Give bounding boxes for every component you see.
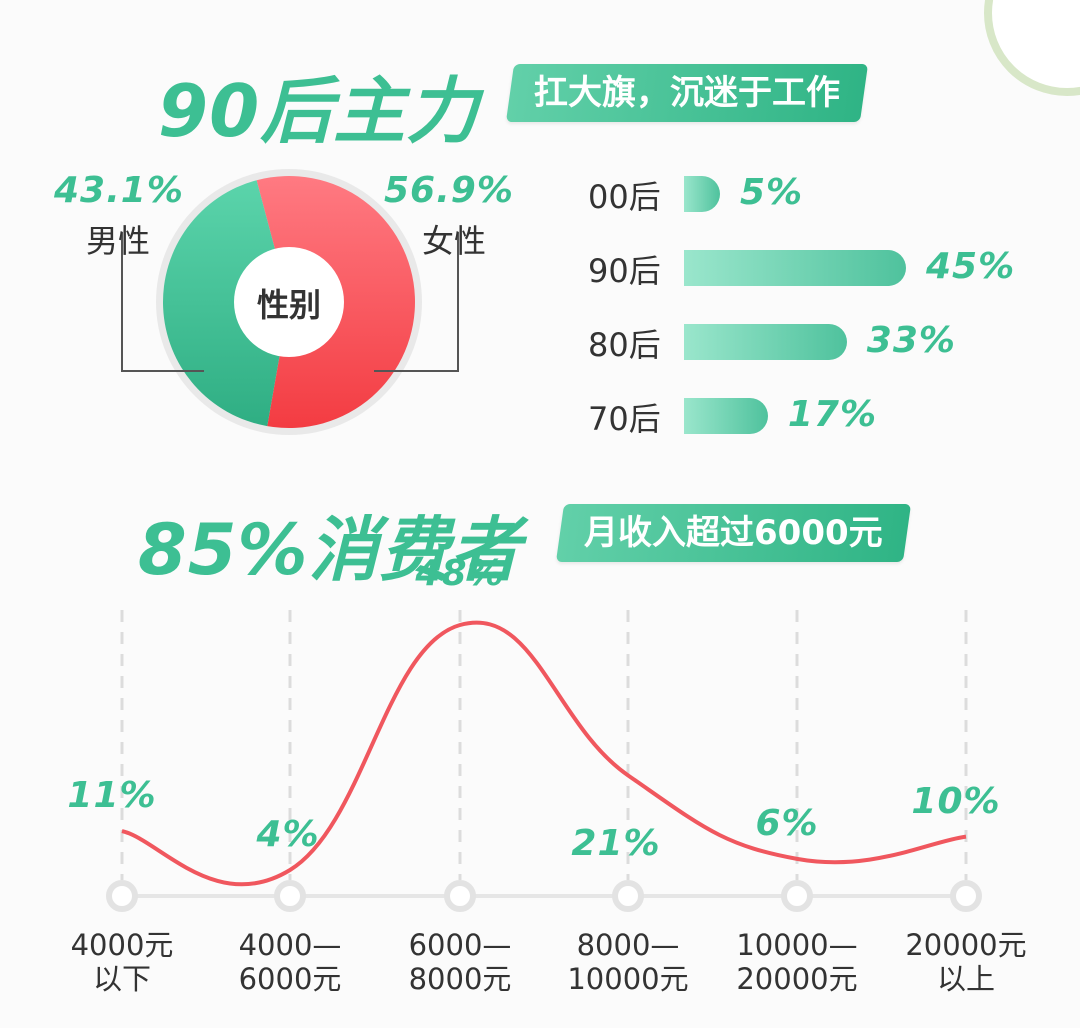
donut-hole [234,247,344,357]
income-tick-line: 4000— [238,928,342,962]
age-label: 00后 [588,178,661,216]
income-value-label: 10% [911,780,1001,822]
axis-dot [274,880,306,912]
age-bar [684,324,847,360]
age-pct: 5% [740,172,804,213]
income-value-label: 21% [571,823,661,865]
income-tick-line: 6000元 [238,962,342,996]
income-tick-line: 以下 [92,962,151,996]
age-bar [684,398,768,434]
income-value-label: 11% [67,775,157,817]
income-value-label: 6% [755,802,819,844]
income-tick-label: 6000— 8000元 [385,928,535,996]
income-tick-line: 10000元 [567,962,689,996]
income-tick-label: 20000元 以上 [891,928,1041,996]
donut-center-label: 性别 [257,286,321,324]
age-label: 80后 [588,326,661,364]
income-tick-line: 以上 [936,962,995,996]
donut-slice-male [162,180,289,427]
age-pct: 45% [926,246,1016,287]
income-tick-label: 10000— 20000元 [722,928,872,996]
axis-dot [444,880,476,912]
income-value-label: 48% [415,553,505,594]
income-tick-label: 4000元 以下 [47,928,197,996]
income-tick-line: 10000— [736,928,858,962]
axis-dot [781,880,813,912]
axis-dot [106,880,138,912]
income-tick-label: 4000— 6000元 [215,928,365,996]
age-label: 90后 [588,252,661,290]
male-label: 男性 [86,222,151,260]
age-bar [684,176,720,212]
age-label: 70后 [588,400,661,438]
age-bar [684,250,906,286]
age-pct: 33% [866,320,956,361]
axis-dot [612,880,644,912]
income-tick-line: 20000元 [905,928,1027,962]
male-leader-line [121,232,204,372]
income-tick-line: 4000元 [70,928,174,962]
income-tick-label: 8000— 10000元 [553,928,703,996]
age-pct: 17% [787,394,878,435]
axis-dot [950,880,982,912]
income-tick-line: 20000元 [736,962,858,996]
headline-consumers: 85%消费者 [138,509,522,591]
male-pct: 43.1% [54,170,184,211]
headline-generation: 90后主力 [158,69,480,153]
income-series-line [121,620,967,887]
income-tick-line: 8000— [576,928,680,962]
female-label: 女性 [422,222,487,260]
income-tick-line: 6000— [408,928,512,962]
income-value-label: 4% [256,814,320,855]
female-leader-line [374,232,459,372]
income-tick-line: 8000元 [408,962,512,996]
female-pct: 56.9% [384,170,514,211]
